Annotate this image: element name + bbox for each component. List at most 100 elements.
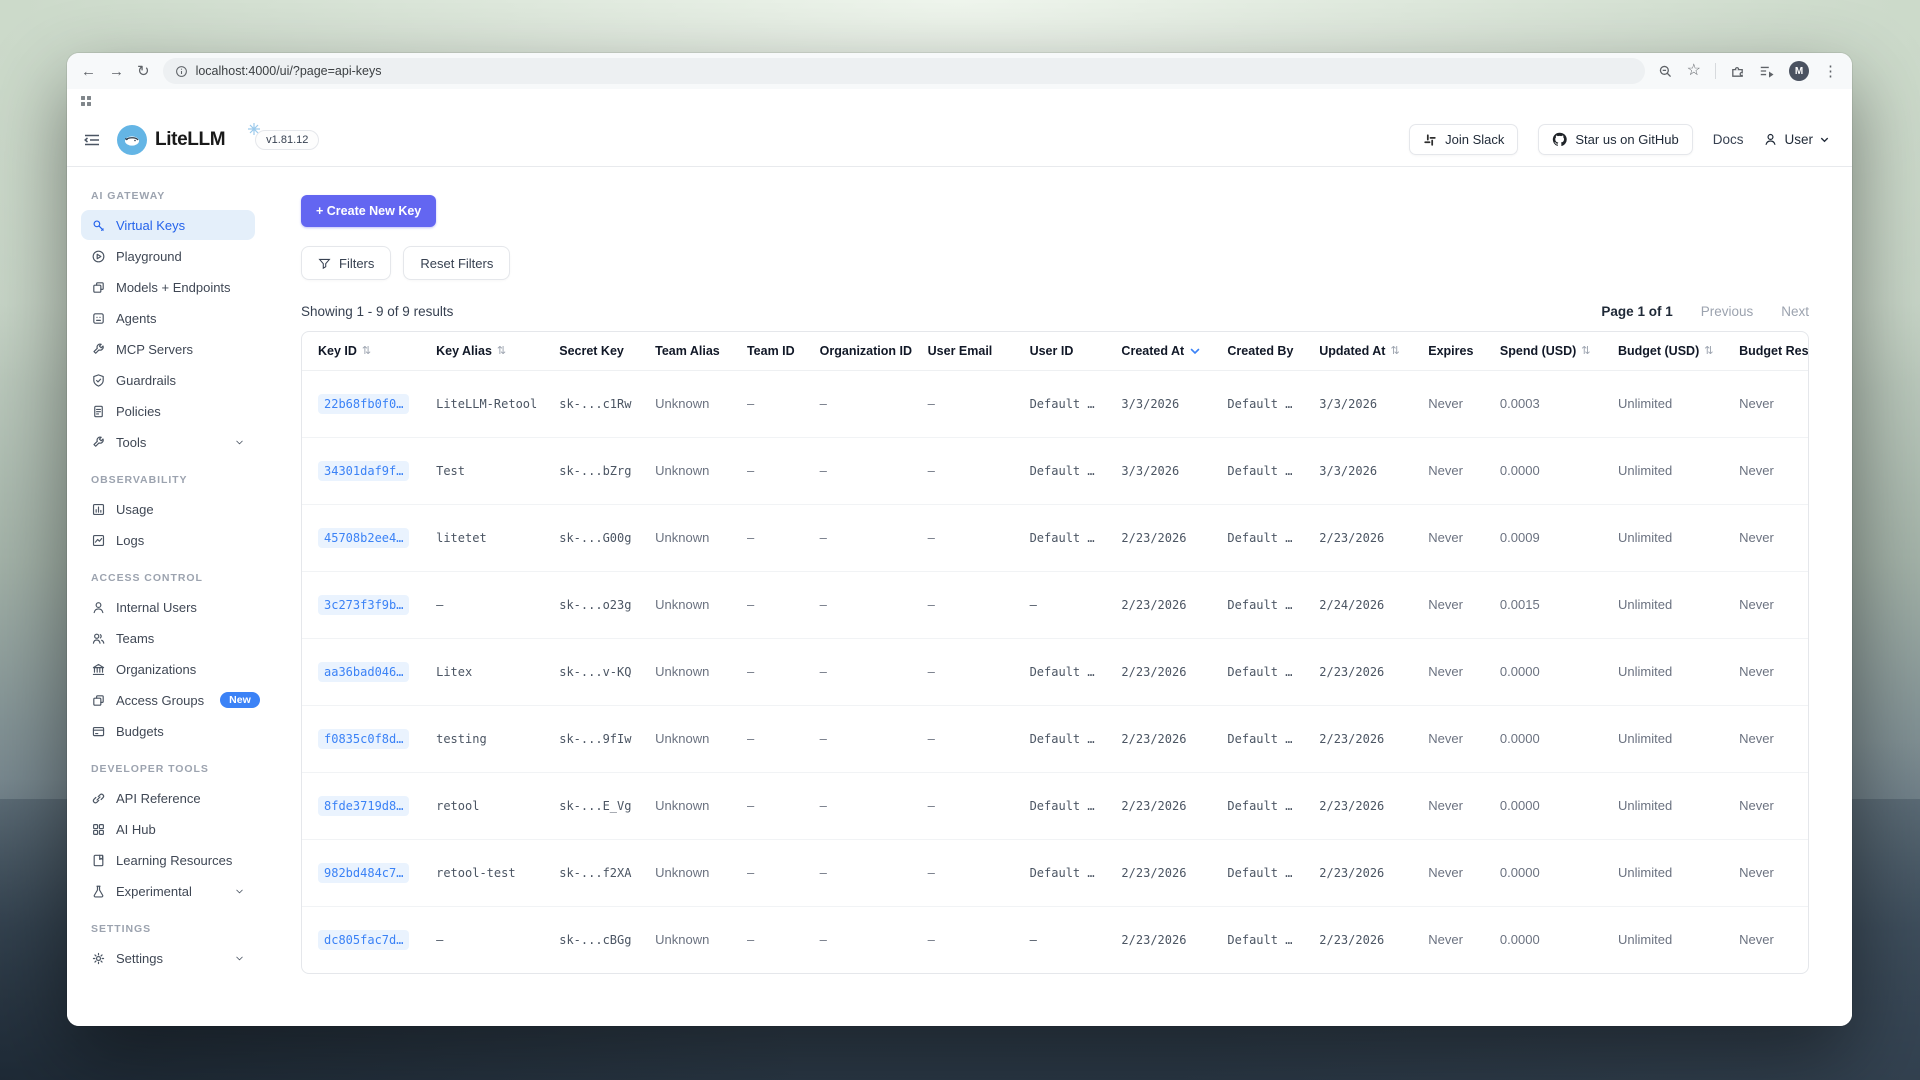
sidebar-item-playground[interactable]: Playground xyxy=(81,241,255,271)
cell-secret-key: sk-...o23g xyxy=(543,570,640,638)
cell-updated-at: 3/3/2026 xyxy=(1303,436,1413,504)
sidebar-item-experimental[interactable]: Experimental xyxy=(81,876,255,906)
logs-icon xyxy=(91,533,106,548)
cell-budget-usd: Unlimited xyxy=(1602,905,1724,973)
brand[interactable]: LiteLLM xyxy=(117,124,226,155)
column-header-key-alias[interactable]: Key Alias ⇅ xyxy=(420,332,544,371)
column-header-created-by: Created By xyxy=(1211,332,1304,371)
cell-team-id: – xyxy=(730,704,804,772)
reload-icon[interactable]: ↻ xyxy=(137,62,150,80)
cell-team-alias: Unknown xyxy=(639,436,731,504)
sidebar-item-access-groups[interactable]: Access Groups New xyxy=(81,685,260,715)
browser-menu-icon[interactable]: ⋮ xyxy=(1823,62,1838,80)
sidebar-item-label: Organizations xyxy=(116,661,197,677)
url-bar[interactable]: localhost:4000/ui/?page=api-keys xyxy=(162,58,1645,84)
cell-budget-usd: Unlimited xyxy=(1618,396,1673,411)
sidebar-item-label: AI Hub xyxy=(116,821,156,837)
apps-grid-icon[interactable] xyxy=(80,95,92,107)
sidebar-item-settings[interactable]: Settings xyxy=(81,943,255,973)
extensions-icon[interactable] xyxy=(1730,64,1745,79)
join-slack-button[interactable]: Join Slack xyxy=(1409,124,1519,155)
sidebar-item-label: Virtual Keys xyxy=(116,217,186,233)
key-id-link[interactable]: 3c273f3f9b… xyxy=(318,594,410,615)
funnel-icon xyxy=(318,257,331,270)
sidebar-item-guardrails[interactable]: Guardrails xyxy=(81,365,255,395)
sidebar-item-label: Internal Users xyxy=(116,599,197,615)
cell-updated-at: 2/24/2026 xyxy=(1303,570,1413,638)
sidebar-collapse-icon[interactable] xyxy=(83,132,101,148)
key-id-link[interactable]: 8fde3719d8… xyxy=(318,795,410,816)
sidebar-item-ai-hub[interactable]: AI Hub xyxy=(81,814,255,844)
cell-team-id: – xyxy=(746,396,755,411)
sidebar-item-label: Agents xyxy=(116,310,157,326)
sidebar-item-budgets[interactable]: Budgets xyxy=(81,716,255,746)
previous-page-button[interactable]: Previous xyxy=(1700,304,1754,319)
column-header-spend-usd[interactable]: Spend (USD) ⇅ xyxy=(1483,332,1602,371)
column-header-created-at[interactable]: Created At xyxy=(1105,332,1212,371)
reset-filters-button[interactable]: Reset Filters xyxy=(403,246,511,280)
cell-created-by: Default … xyxy=(1211,838,1304,906)
cell-expires: Never xyxy=(1412,905,1484,973)
site-info-icon[interactable] xyxy=(175,65,188,78)
reading-list-icon[interactable] xyxy=(1759,64,1775,78)
sidebar-item-organizations[interactable]: Organizations xyxy=(81,654,255,684)
cell-secret-key: sk-...c1Rw xyxy=(559,396,632,411)
cell-team-alias: Unknown xyxy=(639,637,731,705)
sidebar-item-label: Tools xyxy=(116,434,147,450)
column-header-budget-usd[interactable]: Budget (USD) ⇅ xyxy=(1602,332,1724,371)
cell-budget-reset: Never xyxy=(1723,704,1808,772)
sort-icon: ⇅ xyxy=(1581,345,1591,358)
bookmark-star-icon[interactable]: ☆ xyxy=(1686,62,1701,79)
forward-icon[interactable]: → xyxy=(109,62,124,80)
sidebar-item-internal-users[interactable]: Internal Users xyxy=(81,592,255,622)
sidebar-item-mcp-servers[interactable]: MCP Servers xyxy=(81,334,255,364)
page-info: Page 1 of 1 xyxy=(1601,304,1673,319)
star-github-button[interactable]: Star us on GitHub xyxy=(1538,124,1693,155)
filters-button[interactable]: Filters xyxy=(301,246,392,280)
sidebar-item-models-endpoints[interactable]: Models + Endpoints xyxy=(81,272,255,302)
cell-user-email: – xyxy=(911,905,1014,973)
sidebar-item-api-reference[interactable]: API Reference xyxy=(81,783,255,813)
user-menu-label: User xyxy=(1784,132,1813,147)
docs-link[interactable]: Docs xyxy=(1712,132,1744,147)
sidebar-item-policies[interactable]: Policies xyxy=(81,396,255,426)
new-badge: New xyxy=(220,692,260,708)
column-header-key-id[interactable]: Key ID ⇅ xyxy=(302,332,421,371)
sidebar-item-label: Playground xyxy=(116,248,182,264)
cell-organization-id: – xyxy=(803,838,912,906)
sidebar-item-learning-resources[interactable]: Learning Resources xyxy=(81,845,255,875)
sidebar-item-teams[interactable]: Teams xyxy=(81,623,255,653)
sidebar-item-virtual-keys[interactable]: Virtual Keys xyxy=(81,210,255,240)
key-id-link[interactable]: aa36bad046… xyxy=(318,661,410,682)
hub-icon xyxy=(91,822,106,837)
key-id-link[interactable]: 982bd484c7… xyxy=(318,862,410,883)
zoom-icon[interactable] xyxy=(1658,64,1673,79)
sidebar-item-usage[interactable]: Usage xyxy=(81,494,255,524)
chevron-down-icon xyxy=(234,437,245,448)
back-icon[interactable]: ← xyxy=(81,62,96,80)
cell-created-at: 3/3/2026 xyxy=(1121,396,1180,411)
key-id-link[interactable]: 45708b2ee4… xyxy=(318,527,410,548)
cell-key-alias: litetet xyxy=(420,503,544,571)
sidebar-item-tools[interactable]: Tools xyxy=(81,427,255,457)
key-id-link[interactable]: 22b68fb0f0… xyxy=(318,393,410,414)
policies-icon xyxy=(91,404,106,419)
key-id-link[interactable]: f0835c0f8d… xyxy=(318,728,410,749)
column-label: Team Alias xyxy=(655,343,720,358)
cell-user-email: – xyxy=(911,436,1014,504)
browser-profile-avatar[interactable]: M xyxy=(1789,61,1809,81)
cell-team-alias: Unknown xyxy=(639,503,731,571)
user-menu[interactable]: User xyxy=(1763,132,1830,147)
create-new-key-button[interactable]: + Create New Key xyxy=(301,195,437,227)
column-label: Secret Key xyxy=(559,343,624,358)
column-header-updated-at[interactable]: Updated At ⇅ xyxy=(1303,332,1413,371)
sort-icon: ⇅ xyxy=(1390,345,1400,358)
key-id-link[interactable]: dc805fac7d… xyxy=(318,929,410,950)
next-page-button[interactable]: Next xyxy=(1781,304,1809,319)
cell-budget-reset: Never xyxy=(1723,838,1808,906)
key-id-link[interactable]: 34301daf9f… xyxy=(318,460,410,481)
sidebar-item-agents[interactable]: Agents xyxy=(81,303,255,333)
sidebar-item-label: Logs xyxy=(116,532,145,548)
table-row: 22b68fb0f0… LiteLLM-Retool sk-...c1Rw Unkno… xyxy=(302,370,1808,437)
sidebar-item-logs[interactable]: Logs xyxy=(81,525,255,555)
